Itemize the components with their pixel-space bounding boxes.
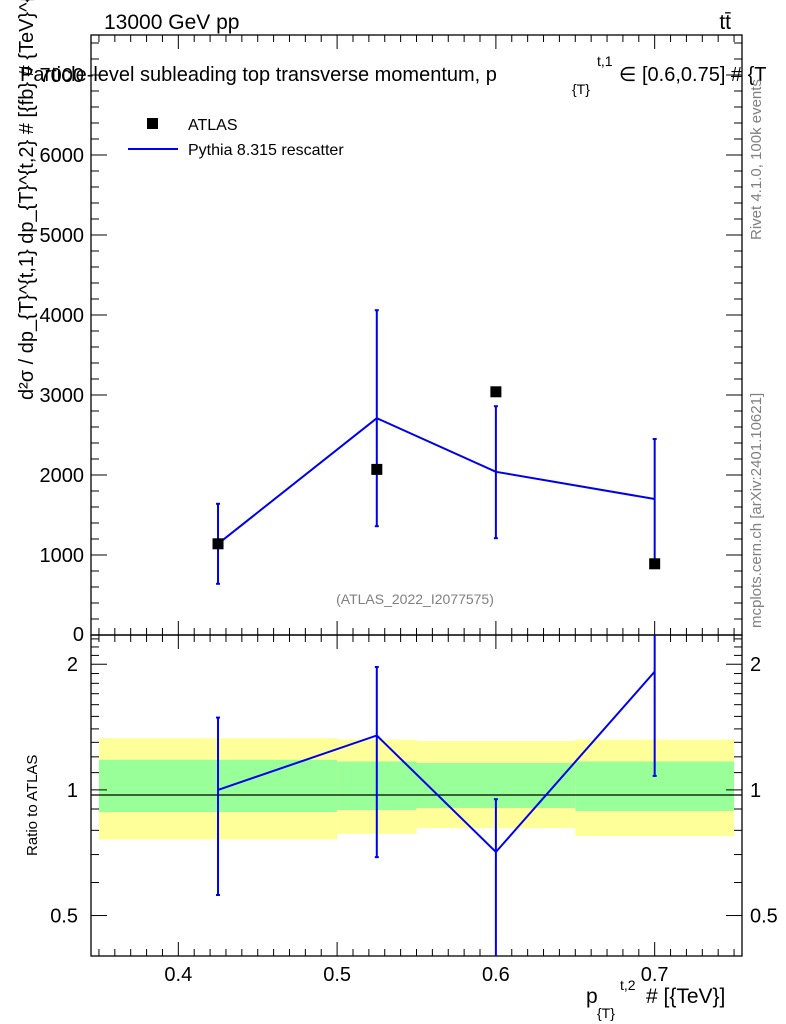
x-label-superscript: t,2: [620, 977, 636, 993]
x-label-tail: # [{TeV}]: [646, 985, 725, 1008]
axis-ticks: [91, 35, 742, 956]
x-label-main: p: [586, 985, 598, 1008]
process-label: tt̄: [719, 11, 731, 34]
x-label-subscript: {T}: [597, 1005, 615, 1021]
x-tick-label: 0.7: [641, 964, 669, 986]
ratio-y-tick-label-right: 0.5: [750, 906, 778, 928]
title-main: Particle-level subleading top transverse…: [20, 64, 497, 86]
title-subscript: {T}: [572, 81, 590, 97]
x-axis-label: p {T} t,2 # [{TeV}]: [586, 977, 725, 1021]
y-tick-label: 7000: [40, 65, 85, 87]
legend-data-label: ATLAS: [188, 117, 238, 134]
y-tick-label: 5000: [40, 225, 85, 247]
rivet-label: Rivet 4.1.0, 100k events: [748, 79, 765, 240]
main-y-axis-label: d²σ / dp_{T}^{t,1} dp_{T}^{t,2} # [{fb} …: [16, 0, 38, 400]
analysis-watermark: (ATLAS_2022_I2077575): [336, 591, 494, 607]
legend: ATLAS Pythia 8.315 rescatter: [128, 117, 344, 159]
y-tick-label: 3000: [40, 385, 85, 407]
y-tick-label: 1000: [40, 545, 85, 567]
ratio-y-tick-label-right: 1: [750, 780, 761, 802]
y-tick-label-zero: 0: [73, 624, 84, 646]
ratio-y-axis-label: Ratio to ATLAS: [24, 755, 41, 856]
mc-series-line: [217, 417, 655, 545]
ratio-mc-line: [217, 670, 656, 854]
atlas-data-point: [649, 558, 661, 570]
x-tick-label: 0.5: [323, 964, 351, 986]
energy-label: 13000 GeV pp: [104, 11, 239, 34]
main-plot-marks: [212, 309, 661, 585]
ratio-y-tick-label: 1: [67, 780, 78, 802]
ratio-y-tick-label-right: 2: [750, 654, 761, 676]
title-tail: ∈ [0.6,0.75] # {T: [619, 64, 767, 86]
plot-title: Particle-level subleading top transverse…: [20, 53, 767, 97]
atlas-data-point: [490, 386, 502, 398]
y-tick-label: 2000: [40, 465, 85, 487]
x-tick-label: 0.4: [164, 964, 192, 986]
x-tick-label: 0.6: [482, 964, 510, 986]
y-tick-label: 4000: [40, 305, 85, 327]
ratio-y-tick-label: 0.5: [50, 906, 78, 928]
title-superscript: t,1: [597, 53, 613, 69]
ratio-plot-marks: [216, 635, 657, 956]
axis-tick-labels: 0.4 0.5 0.6 0.7 1000 2000 3000 4000 5000 6000 7000…: [40, 65, 778, 986]
legend-data-marker: [147, 118, 158, 129]
atlas-data-point: [212, 538, 224, 550]
ratio-uncertainty-bands: [98, 738, 735, 840]
atlas-data-point: [371, 463, 383, 475]
ratio-y-tick-label: 2: [67, 654, 78, 676]
mcplots-label: mcplots.cern.ch [arXiv:2401.10621]: [748, 393, 765, 628]
legend-mc-label: Pythia 8.315 rescatter: [188, 142, 344, 159]
y-tick-label: 6000: [40, 145, 85, 167]
